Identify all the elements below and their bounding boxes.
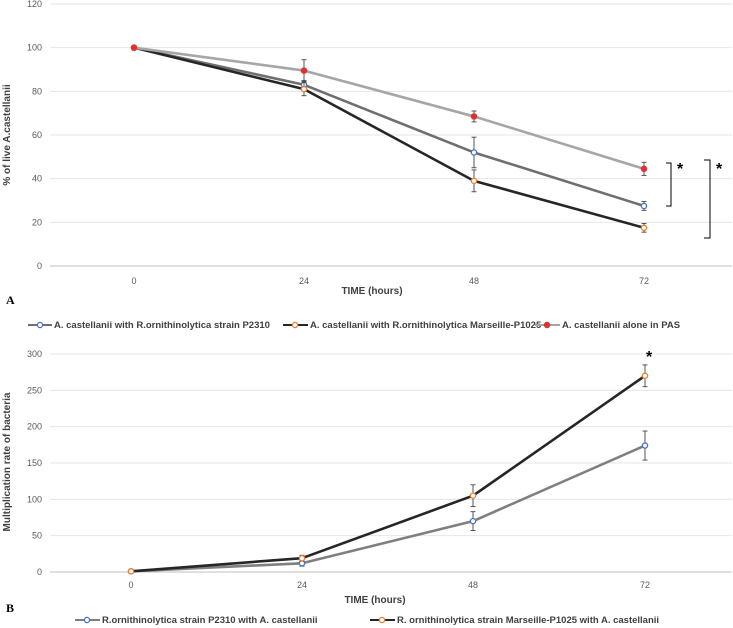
panel-b-y-tick-labels: 0 50 100 150 200 250 300 bbox=[27, 349, 42, 577]
panel-b: 0 50 100 150 200 250 300 0 24 48 72 Multiplicatio… bbox=[2, 349, 732, 626]
legend-marker-swatch bbox=[378, 616, 386, 624]
panel-a-significance-star-1: * bbox=[677, 161, 684, 178]
series-line bbox=[133, 46, 645, 208]
series-line bbox=[133, 46, 645, 230]
data-point bbox=[640, 165, 648, 173]
panel-b-series bbox=[127, 364, 649, 575]
legend-label: R. ornithinolytica strain Marseille-P102… bbox=[397, 615, 659, 626]
data-point bbox=[641, 372, 649, 380]
data-point bbox=[640, 224, 648, 232]
panel-a-y-tick-labels: 0 20 40 60 80 100 120 bbox=[27, 0, 42, 271]
series-1 bbox=[127, 430, 649, 575]
series-line bbox=[130, 444, 646, 573]
y-tick-label: 120 bbox=[27, 0, 42, 9]
panel-b-legend: R.ornithinolytica strain P2310 with A. c… bbox=[75, 615, 659, 626]
series-2 bbox=[127, 364, 649, 575]
x-tick-label: 0 bbox=[131, 276, 136, 286]
y-tick-label: 0 bbox=[37, 261, 42, 271]
y-tick-label: 100 bbox=[27, 43, 42, 53]
data-point bbox=[300, 67, 308, 74]
data-point bbox=[640, 202, 648, 210]
data-point bbox=[300, 85, 308, 93]
legend-marker-swatch bbox=[291, 321, 299, 329]
y-tick-label: 40 bbox=[32, 174, 42, 184]
legend-marker-swatch bbox=[36, 321, 44, 329]
y-tick-label: 60 bbox=[32, 130, 42, 140]
x-tick-label: 48 bbox=[468, 580, 478, 590]
y-tick-label: 80 bbox=[32, 86, 42, 96]
data-point bbox=[298, 554, 306, 562]
y-tick-label: 0 bbox=[37, 567, 42, 577]
panel-a-label: A bbox=[6, 293, 15, 307]
data-point bbox=[130, 44, 138, 51]
panel-b-gridlines bbox=[50, 353, 732, 573]
panel-b-significance-star: * bbox=[646, 349, 653, 366]
panel-b-label: B bbox=[6, 601, 14, 615]
legend-item: A. castellanii with R.ornithinolytica Ma… bbox=[283, 320, 542, 331]
legend-item: A. castellanii with R.ornithinolytica st… bbox=[28, 320, 270, 331]
panel-a-significance-bracket-1 bbox=[666, 162, 672, 207]
x-tick-label: 24 bbox=[297, 580, 307, 590]
x-tick-label: 0 bbox=[128, 580, 133, 590]
data-point bbox=[127, 568, 135, 575]
panel-b-y-axis-title: Multiplication rate of bacteria bbox=[2, 392, 13, 531]
series-line bbox=[133, 46, 645, 171]
series-line bbox=[130, 374, 646, 573]
y-tick-label: 100 bbox=[27, 494, 42, 504]
panel-a-significance-star-2: * bbox=[716, 161, 723, 178]
panel-a-x-tick-labels: 0 24 48 72 bbox=[131, 276, 649, 286]
x-tick-label: 72 bbox=[640, 580, 650, 590]
data-point bbox=[470, 149, 478, 156]
series-1 bbox=[130, 44, 648, 211]
panel-a-x-axis-title: TIME (hours) bbox=[341, 286, 402, 297]
panel-b-x-axis-title: TIME (hours) bbox=[344, 595, 405, 606]
panel-b-x-tick-labels: 0 24 48 72 bbox=[128, 580, 650, 590]
y-tick-label: 150 bbox=[27, 458, 42, 468]
panel-a-y-axis-title: % of live A.castellanii bbox=[2, 84, 13, 186]
panel-a-significance-bracket-2 bbox=[704, 159, 711, 239]
legend-label: A. castellanii alone in PAS bbox=[562, 320, 680, 331]
panel-a-series bbox=[130, 44, 648, 233]
legend-label: A. castellanii with R.ornithinolytica Ma… bbox=[310, 320, 542, 331]
y-tick-label: 300 bbox=[27, 349, 42, 359]
legend-item: R.ornithinolytica strain P2310 with A. c… bbox=[75, 615, 318, 626]
y-tick-label: 20 bbox=[32, 217, 42, 227]
data-point bbox=[470, 177, 478, 185]
legend-label: A. castellanii with R.ornithinolytica st… bbox=[54, 320, 270, 331]
x-tick-label: 24 bbox=[299, 276, 309, 286]
legend-marker-swatch bbox=[543, 321, 551, 329]
series-3 bbox=[130, 44, 648, 176]
legend-item: R. ornithinolytica strain Marseille-P102… bbox=[370, 615, 659, 626]
series-2 bbox=[130, 44, 648, 233]
y-tick-label: 250 bbox=[27, 385, 42, 395]
data-point bbox=[470, 113, 478, 120]
panel-a-legend: A. castellanii with R.ornithinolytica st… bbox=[28, 320, 680, 331]
panel-a-gridlines bbox=[50, 3, 732, 267]
x-tick-label: 72 bbox=[639, 276, 649, 286]
legend-marker-swatch bbox=[83, 616, 91, 624]
data-point bbox=[469, 492, 477, 499]
data-point bbox=[641, 442, 649, 449]
legend-item: A. castellanii alone in PAS bbox=[535, 320, 680, 331]
y-tick-label: 50 bbox=[32, 531, 42, 541]
legend-label: R.ornithinolytica strain P2310 with A. c… bbox=[102, 615, 318, 626]
data-point bbox=[469, 517, 477, 525]
y-tick-label: 200 bbox=[27, 422, 42, 432]
panel-a: 0 20 40 60 80 100 120 0 24 48 72 % of live A.cast… bbox=[2, 0, 732, 331]
x-tick-label: 48 bbox=[469, 276, 479, 286]
